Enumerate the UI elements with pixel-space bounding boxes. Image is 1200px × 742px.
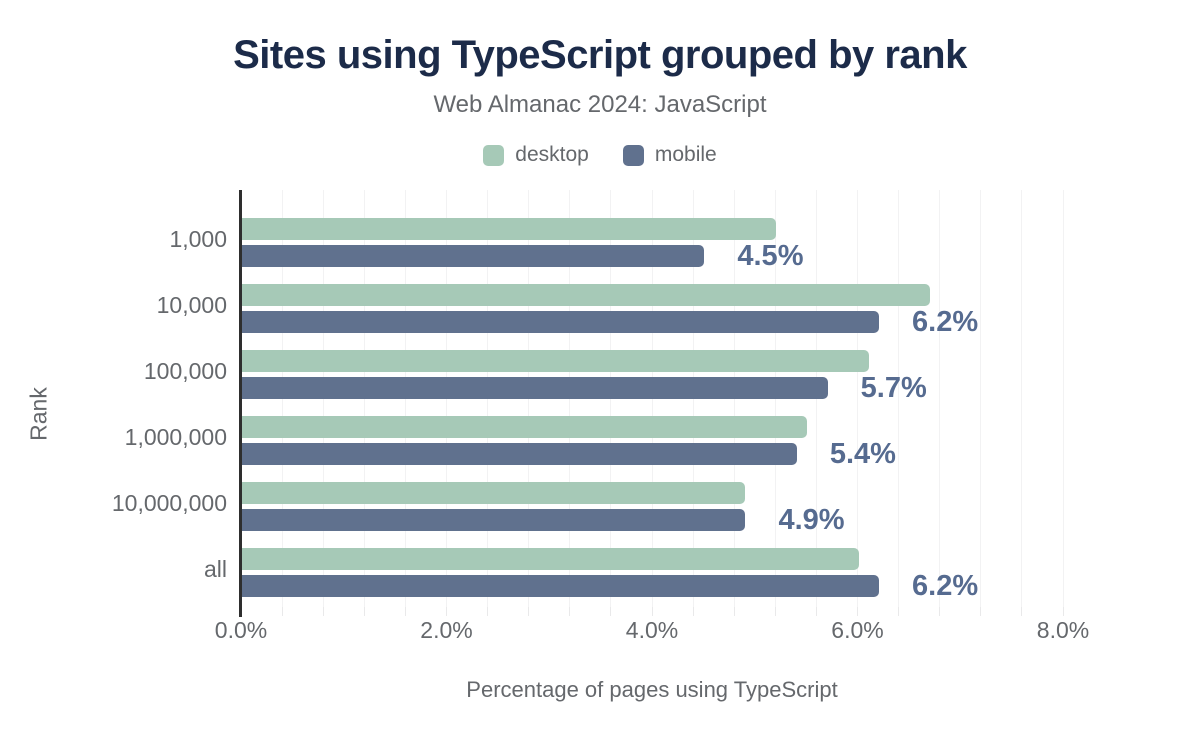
legend-item-mobile[interactable]: mobile xyxy=(622,143,717,167)
axis-tickmark xyxy=(692,607,694,616)
gridline xyxy=(857,190,858,607)
y-axis-label: 10,000 xyxy=(156,292,227,318)
axis-tickmark xyxy=(281,607,283,616)
x-axis-tick-label: 0.0% xyxy=(214,617,268,643)
legend-swatch-mobile xyxy=(622,144,644,166)
data-label: 4.5% xyxy=(737,240,804,272)
bar-desktop[interactable] xyxy=(242,416,808,438)
bar-group-10000000: 4.9% xyxy=(242,482,1064,536)
bar-desktop[interactable] xyxy=(242,482,746,504)
gridline xyxy=(1062,190,1064,607)
axis-tickmark xyxy=(610,607,612,616)
gridline xyxy=(980,190,982,607)
bar-desktop[interactable] xyxy=(242,548,859,570)
bar-mobile[interactable] xyxy=(242,443,797,465)
axis-tickmark xyxy=(404,607,406,616)
chart-subtitle: Web Almanac 2024: JavaScript xyxy=(433,91,767,118)
legend: desktop mobile xyxy=(0,143,1200,167)
bar-desktop[interactable] xyxy=(242,218,777,240)
axis-tickmark xyxy=(528,607,530,616)
axis-tickmark xyxy=(487,607,489,616)
axis-tickmark xyxy=(569,607,571,616)
gridline xyxy=(898,190,900,607)
bar-mobile[interactable] xyxy=(242,575,880,597)
y-axis-title: Rank xyxy=(25,387,52,441)
bar-group-100000: 5.7% xyxy=(242,350,1064,404)
bar-group-all: 6.2% xyxy=(242,548,1064,602)
axis-tickmark xyxy=(322,607,324,616)
x-axis-tick-label: 8.0% xyxy=(1036,617,1090,643)
axis-tickmark xyxy=(815,607,817,616)
axis-tickmark xyxy=(774,607,776,616)
axis-tickmark xyxy=(651,607,653,616)
data-label: 4.9% xyxy=(778,504,845,536)
legend-label: desktop xyxy=(515,143,589,166)
y-axis-label: 10,000,000 xyxy=(111,490,227,516)
bar-mobile[interactable] xyxy=(242,245,705,267)
bar-mobile[interactable] xyxy=(242,509,746,531)
y-axis-label: 1,000,000 xyxy=(124,424,227,450)
axis-tickmark xyxy=(939,607,941,616)
plot-area: 4.5% 6.2% 5.7% 5.4% 4.9% 6.2% xyxy=(239,190,1064,617)
axis-tickmark xyxy=(733,607,735,616)
axis-tickmark xyxy=(857,607,858,616)
x-axis-title: Percentage of pages using TypeScript xyxy=(466,677,838,702)
y-axis-label: 100,000 xyxy=(143,358,227,384)
axis-tickmark xyxy=(898,607,900,616)
y-axis-line xyxy=(239,190,242,617)
y-axis-label: all xyxy=(203,556,227,582)
axis-tickmark xyxy=(1062,607,1064,616)
gridline xyxy=(1021,190,1023,607)
axis-tickmark xyxy=(980,607,982,616)
bar-desktop[interactable] xyxy=(242,350,869,372)
bar-desktop[interactable] xyxy=(242,284,931,306)
chart-title: Sites using TypeScript grouped by rank xyxy=(233,33,967,77)
gridline xyxy=(939,190,941,607)
y-axis-label: 1,000 xyxy=(169,226,227,252)
legend-label: mobile xyxy=(654,143,717,166)
legend-item-desktop[interactable]: desktop xyxy=(483,143,589,167)
bar-mobile[interactable] xyxy=(242,311,880,333)
data-label: 6.2% xyxy=(912,306,979,338)
x-axis-tick-label: 2.0% xyxy=(420,617,473,643)
axis-tickmark xyxy=(446,607,447,616)
bar-group-1000000: 5.4% xyxy=(242,416,1064,470)
legend-swatch-desktop xyxy=(483,144,505,166)
bar-group-10000: 6.2% xyxy=(242,284,1064,338)
data-label: 5.4% xyxy=(829,438,896,470)
axis-tickmark xyxy=(363,607,365,616)
x-axis-tick-label: 4.0% xyxy=(625,617,679,643)
x-axis-tick-label: 6.0% xyxy=(831,617,884,643)
bar-group-1000: 4.5% xyxy=(242,218,1064,272)
data-label: 6.2% xyxy=(912,570,979,602)
data-label: 5.7% xyxy=(860,372,927,404)
bar-mobile[interactable] xyxy=(242,377,828,399)
axis-tickmark xyxy=(1021,607,1023,616)
